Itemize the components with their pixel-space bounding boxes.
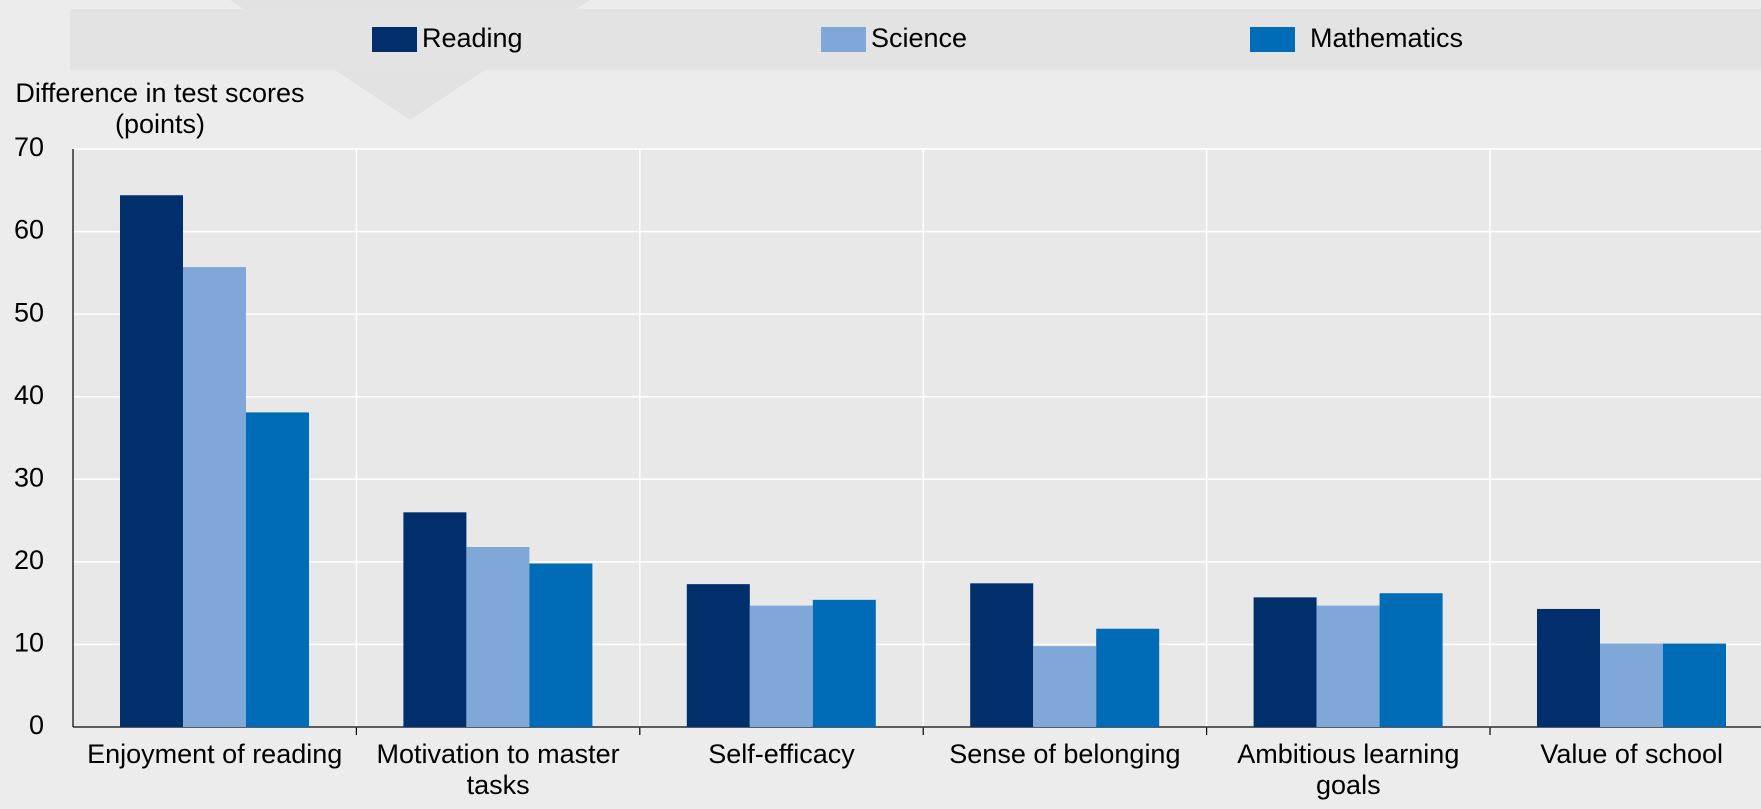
x-tick-label: Value of school (1540, 739, 1723, 769)
bar (970, 583, 1034, 727)
bar (529, 563, 593, 727)
bar (812, 599, 876, 727)
bar (749, 605, 813, 727)
bar (1033, 646, 1097, 727)
legend-label: Science (871, 23, 967, 53)
y-tick-label: 10 (14, 628, 44, 658)
bar (183, 267, 246, 727)
legend-swatch (372, 27, 417, 52)
legend-label: Mathematics (1310, 23, 1463, 53)
y-tick-label: 30 (14, 462, 44, 492)
y-tick-label: 20 (14, 545, 44, 575)
x-tick-label: Self-efficacy (708, 739, 855, 769)
legend-band (70, 9, 1761, 70)
bar (1096, 628, 1160, 727)
bar (120, 195, 183, 728)
bar (246, 412, 309, 727)
y-tick-label: 50 (14, 297, 44, 327)
y-tick-label: 70 (14, 132, 44, 162)
bar (1253, 597, 1317, 727)
legend-swatch (821, 27, 866, 52)
bar (466, 546, 530, 727)
y-tick-label: 0 (29, 710, 44, 740)
x-tick-label: Motivation to master tasks (376, 739, 620, 800)
bar (1379, 593, 1443, 727)
plot-area (73, 149, 1761, 727)
x-tick-label: Ambitious learning goals (1237, 739, 1460, 800)
x-tick-label: Enjoyment of reading (87, 739, 343, 769)
bar (1663, 643, 1726, 727)
y-axis-label: Difference in test scores (points) (15, 78, 305, 139)
bar (1537, 608, 1600, 727)
bar (1316, 605, 1380, 727)
y-tick-label: 40 (14, 380, 44, 410)
legend-swatch (1250, 27, 1295, 52)
y-tick-label: 60 (14, 215, 44, 245)
bar (1600, 643, 1663, 727)
bar (686, 584, 750, 727)
bar (403, 512, 467, 727)
x-tick-label: Sense of belonging (949, 739, 1181, 769)
legend-label: Reading (422, 23, 523, 53)
